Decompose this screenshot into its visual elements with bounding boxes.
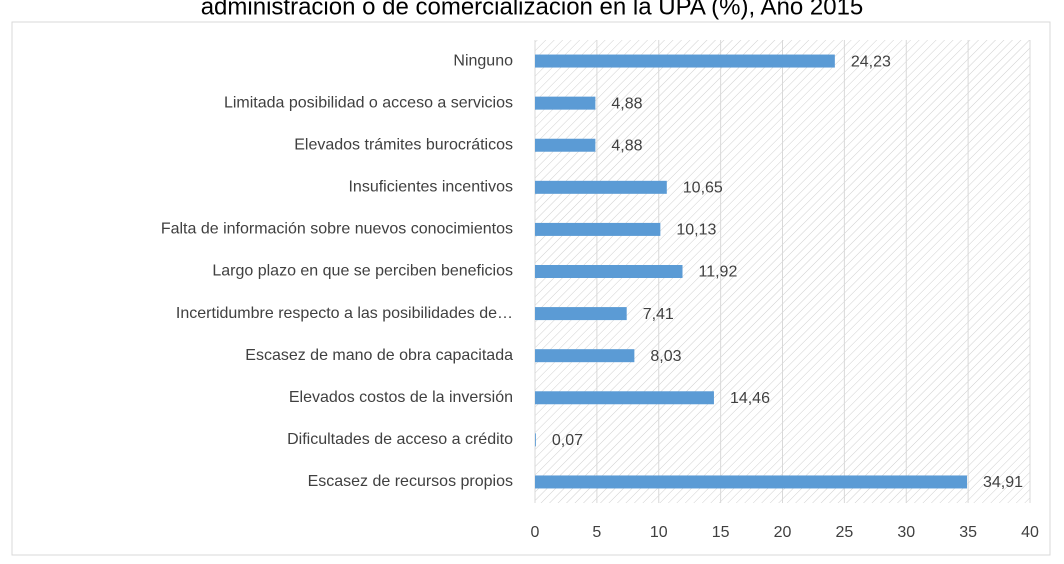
y-tick-label: Escasez de recursos propios [308, 473, 513, 490]
y-tick-label: Limitada posibilidad o acceso a servicio… [224, 94, 513, 111]
bar [535, 433, 536, 447]
bar [535, 222, 661, 236]
y-tick-label: Escasez de mano de obra capacitada [245, 347, 513, 364]
y-tick-label: Dificultades de acceso a crédito [287, 431, 513, 448]
x-tick-label: 0 [531, 524, 540, 541]
chart-title: administración o de comercialización en … [201, 0, 864, 20]
y-tick-label: Elevados costos de la inversión [289, 389, 513, 406]
bar [535, 349, 635, 363]
data-label: 10,13 [676, 222, 716, 239]
data-label: 8,03 [650, 348, 681, 365]
data-label: 24,23 [851, 53, 891, 70]
bar [535, 265, 683, 278]
data-label: 0,07 [552, 432, 583, 449]
data-label: 4,88 [611, 95, 642, 112]
bar [535, 138, 596, 152]
bar [535, 54, 835, 68]
bar [535, 391, 714, 405]
y-tick-label: Incertidumbre respecto a las posibilidad… [176, 305, 513, 322]
data-label: 14,46 [730, 390, 770, 407]
bar [535, 180, 667, 194]
data-label: 11,92 [699, 264, 738, 281]
bar [535, 96, 596, 110]
bar [535, 307, 627, 321]
x-tick-label: 30 [897, 524, 915, 541]
x-tick-label: 25 [835, 524, 853, 541]
x-tick-label: 35 [959, 524, 977, 541]
bar [535, 475, 968, 489]
x-tick-label: 10 [650, 524, 668, 541]
y-tick-label: Elevados trámites burocráticos [294, 136, 513, 153]
y-tick-label: Insuficientes incentivos [348, 179, 513, 196]
x-tick-label: 5 [592, 524, 601, 541]
x-tick-label: 20 [774, 524, 792, 541]
x-tick-label: 15 [712, 524, 730, 541]
y-tick-label: Largo plazo en que se perciben beneficio… [212, 263, 513, 280]
y-tick-label: Ninguno [453, 52, 513, 69]
y-tick-label: Falta de información sobre nuevos conoci… [161, 221, 513, 238]
data-label: 34,91 [983, 474, 1023, 491]
data-label: 10,65 [683, 180, 723, 197]
data-label: 7,41 [643, 306, 674, 323]
data-label: 4,88 [611, 137, 642, 154]
x-tick-label: 40 [1021, 524, 1039, 541]
